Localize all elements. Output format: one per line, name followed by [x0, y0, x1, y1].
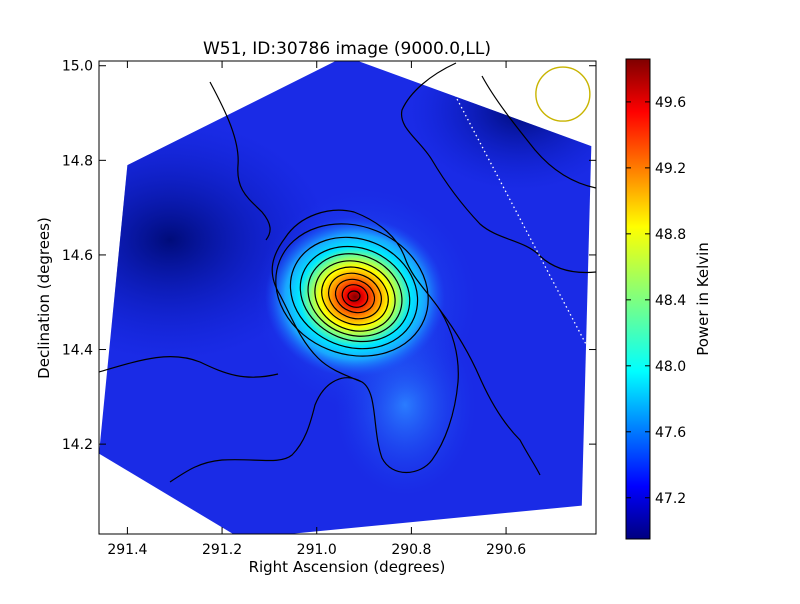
contour-level-8	[334, 278, 376, 314]
colorbar-tick-label: 47.6	[655, 425, 686, 441]
contour-outer-ne	[481, 75, 596, 189]
colorbar-tick-label: 49.6	[655, 95, 686, 111]
plot-frame	[98, 60, 597, 535]
colorbar-tick-label: 48.4	[655, 293, 686, 309]
contour-level-1	[275, 223, 429, 357]
contour-level-3	[299, 245, 411, 343]
contour-east-branch	[439, 309, 541, 476]
contour-level-7	[328, 272, 382, 320]
plot-area	[99, 61, 596, 534]
beam-circle	[535, 66, 591, 122]
contour-level-10	[347, 290, 361, 302]
contour-level-9	[341, 284, 369, 308]
contour-outer-nw	[209, 81, 271, 241]
y-tick-label: 14.2	[62, 437, 93, 453]
colorbar-label: Power in Kelvin	[694, 242, 712, 356]
y-tick-label: 15.0	[62, 59, 93, 75]
colorbar-scale	[625, 58, 651, 540]
x-axis-label: Right Ascension (degrees)	[249, 558, 446, 576]
colorbar-ticks: 47.2 47.6 48.0 48.4 48.8 49.2 49.6	[626, 95, 686, 507]
x-tick-label: 291.2	[202, 542, 242, 558]
y-axis-ticks: 14.2 14.4 14.6 14.8 15.0	[62, 59, 596, 453]
contour-outer-north	[400, 62, 596, 274]
contour-level-6	[321, 266, 389, 326]
y-tick-label: 14.4	[62, 343, 93, 359]
colorbar-tick-label: 49.2	[655, 161, 686, 177]
x-tick-label: 290.8	[391, 542, 431, 558]
contour-outer-south	[169, 209, 459, 483]
contour-level-4	[307, 253, 403, 337]
dark-region-west	[99, 120, 330, 360]
y-tick-label: 14.8	[62, 153, 93, 169]
contour-outer-west	[99, 356, 279, 378]
contours	[99, 62, 596, 483]
dotted-line	[443, 74, 592, 355]
contour-level-2	[289, 236, 419, 350]
x-axis-ticks: 291.4 291.2 291.0 290.8 290.6	[107, 61, 526, 558]
x-tick-label: 291.4	[107, 542, 147, 558]
colorbar: 47.2 47.6 48.0 48.4 48.8 49.2 49.6 Power in Ke…	[625, 58, 712, 540]
colorbar-tick-label: 48.8	[655, 227, 686, 243]
x-tick-label: 291.0	[297, 542, 337, 558]
chart-title: W51, ID:30786 image (9000.0,LL)	[203, 39, 491, 59]
y-axis-label: Declination (degrees)	[35, 217, 53, 379]
colorbar-tick-label: 47.2	[655, 491, 686, 507]
contour-level-5	[314, 260, 396, 332]
x-tick-label: 290.6	[486, 542, 526, 558]
y-tick-label: 14.6	[62, 248, 93, 264]
colorbar-tick-label: 48.0	[655, 359, 686, 375]
